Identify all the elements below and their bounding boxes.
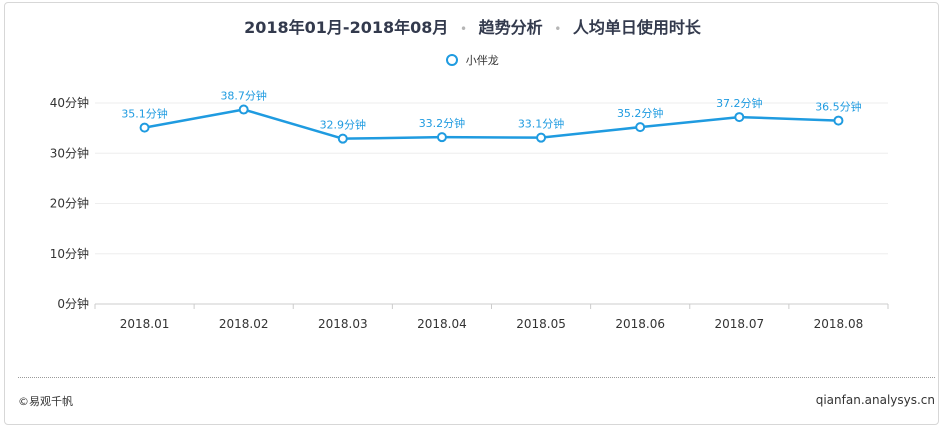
data-label: 32.9分钟	[320, 118, 367, 132]
data-point	[436, 132, 447, 143]
data-label: 33.2分钟	[419, 116, 466, 130]
y-tick-label: 10分钟	[50, 246, 89, 261]
x-tick-label: 2018.01	[120, 317, 170, 331]
data-point	[536, 132, 547, 143]
x-tick-label: 2018.08	[814, 317, 864, 331]
x-tick-label: 2018.06	[615, 317, 665, 331]
title-separator-dot: •	[554, 22, 562, 36]
y-tick-label: 40分钟	[50, 95, 89, 110]
x-tick-label: 2018.07	[715, 317, 765, 331]
title-separator-dot: •	[459, 22, 468, 36]
data-label: 38.7分钟	[220, 89, 267, 103]
data-label: 33.1分钟	[518, 117, 565, 131]
y-tick-label: 20分钟	[50, 196, 89, 211]
data-point	[337, 133, 348, 144]
data-label: 36.5分钟	[815, 100, 862, 114]
site-url: qianfan.analysys.cn	[815, 393, 935, 407]
data-point	[734, 112, 745, 123]
x-tick-label: 2018.02	[219, 317, 269, 331]
x-tick-label: 2018.05	[516, 317, 566, 331]
title-section: 趋势分析	[478, 18, 543, 37]
footer-divider	[18, 377, 935, 378]
data-point	[833, 115, 844, 126]
x-tick-label: 2018.03	[318, 317, 368, 331]
x-tick-label: 2018.04	[417, 317, 467, 331]
data-point	[238, 104, 249, 115]
legend-marker-icon	[446, 54, 459, 66]
copyright-text: ©易观千帆	[18, 395, 73, 408]
legend[interactable]: 小伴龙	[0, 52, 945, 68]
data-label: 35.1分钟	[121, 107, 168, 121]
y-tick-label: 30分钟	[50, 145, 89, 160]
data-point	[139, 122, 150, 133]
series-line	[144, 108, 839, 140]
data-label: 35.2分钟	[617, 106, 664, 120]
title-metric: 人均单日使用时长	[572, 18, 701, 37]
title-period: 2018年01月-2018年08月	[244, 18, 449, 37]
data-point	[635, 122, 646, 133]
data-label: 37.2分钟	[716, 96, 763, 110]
y-tick-label: 0分钟	[57, 296, 89, 311]
chart-card	[4, 2, 939, 425]
legend-label: 小伴龙	[465, 54, 499, 67]
chart-title: 2018年01月-2018年08月 • 趋势分析 • 人均单日使用时长	[0, 14, 945, 38]
